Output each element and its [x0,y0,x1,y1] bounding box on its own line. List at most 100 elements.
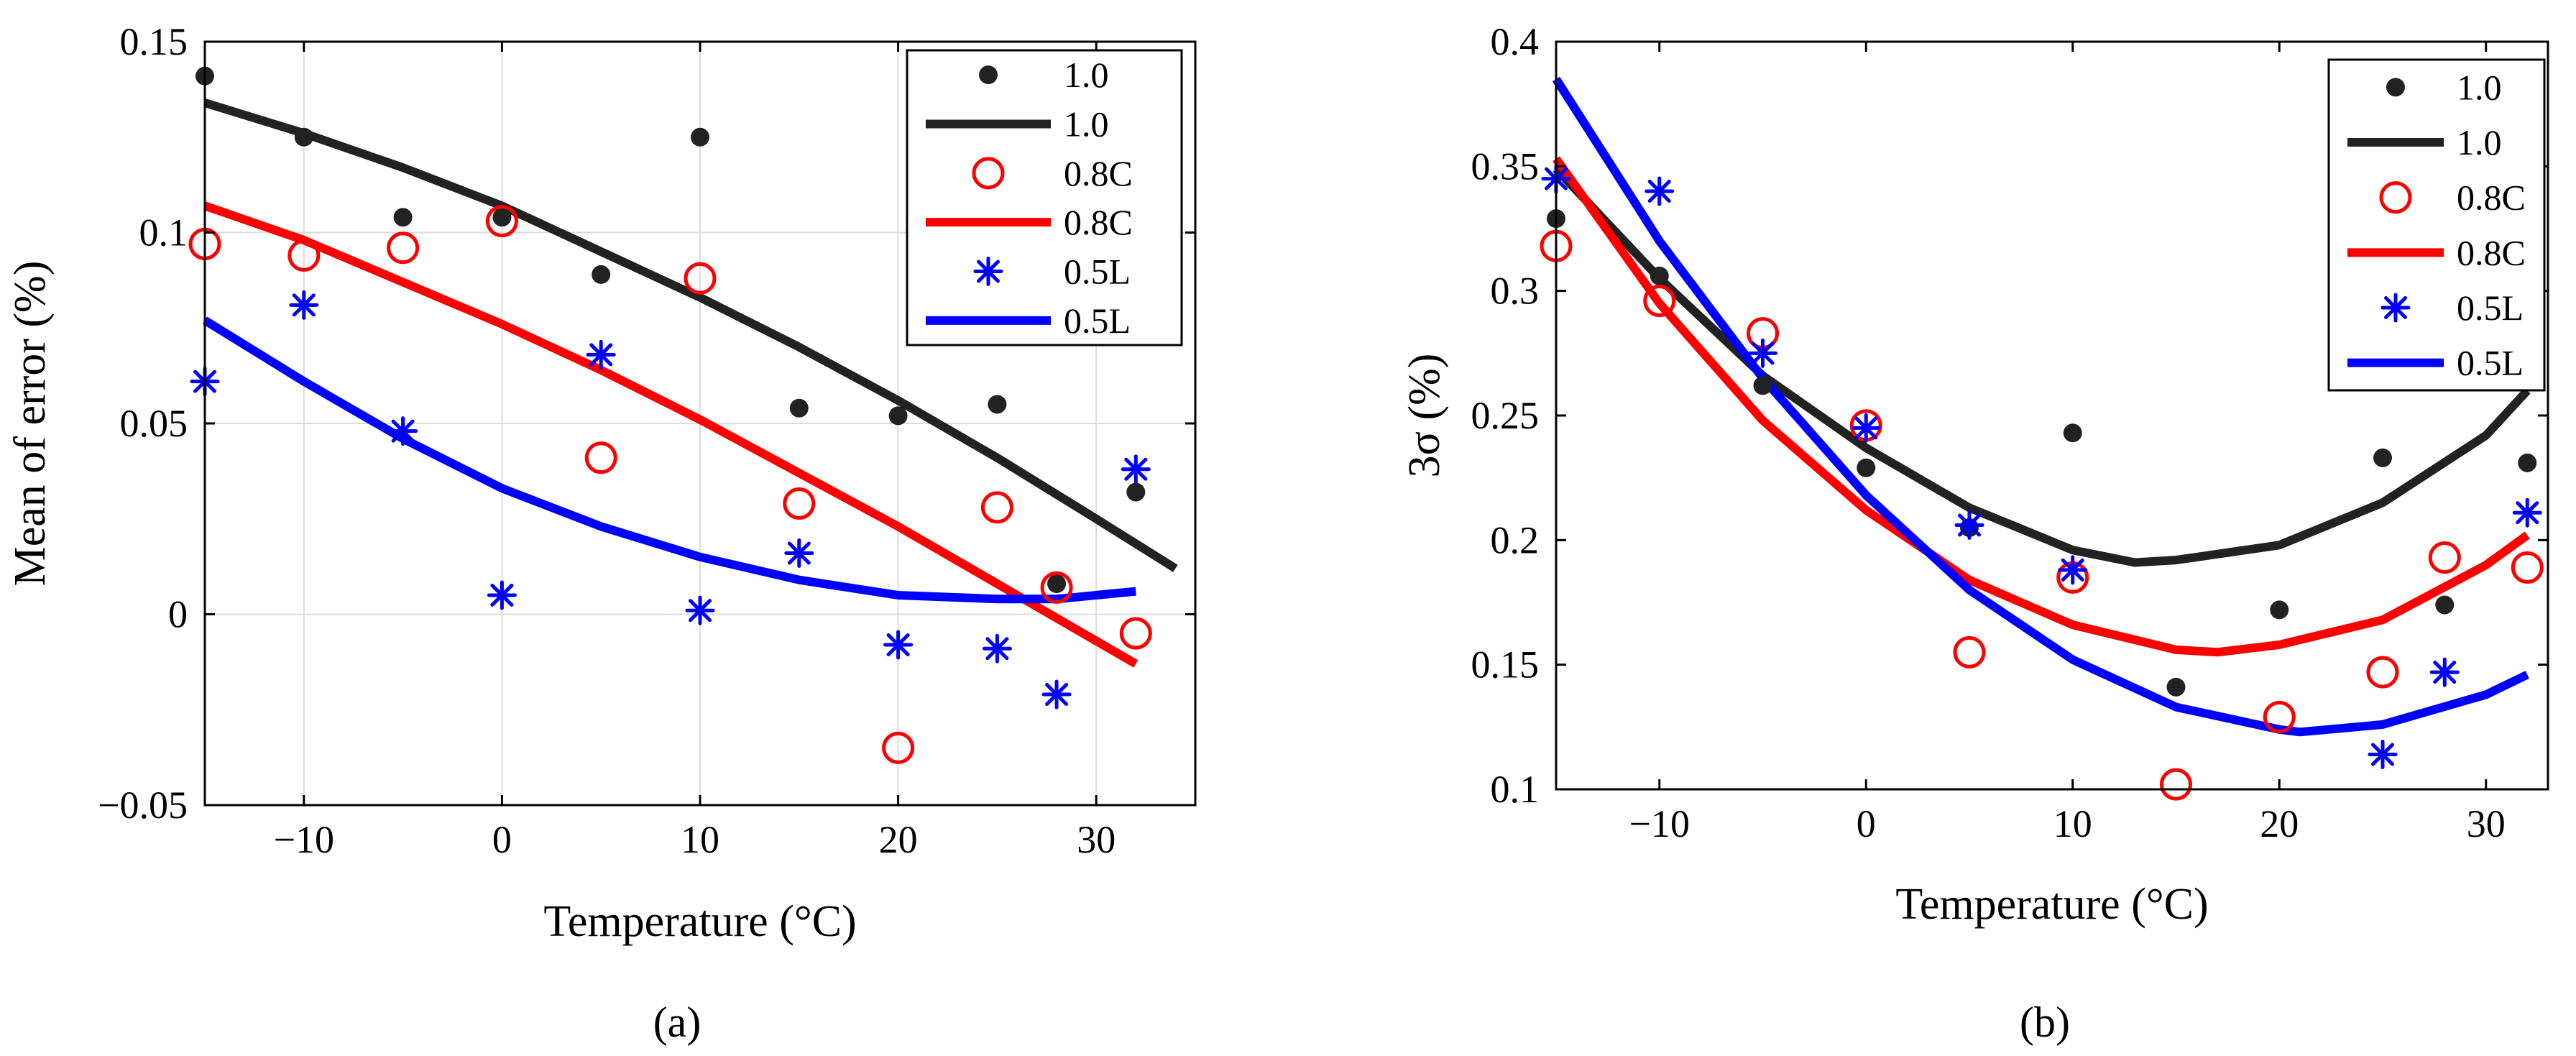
data-point-a-1-5 [684,262,717,295]
legend-marker-a-2 [972,157,1005,190]
legend-label-b-1: 1.0 [2457,122,2502,162]
x-tick-label: 30 [2467,802,2506,845]
data-point-b-2-5 [2058,555,2088,585]
legend-label-a-3: 0.8C [1064,202,1133,242]
legend-b: 1.0 1.0 0.8C 0.8C 0.5L 0.5L [2327,58,2546,392]
data-point-b-0-6 [2166,677,2186,697]
data-point-b-1-7 [2263,700,2296,733]
data-point-b-2-2 [1748,338,1777,368]
data-point-a-2-4 [586,339,616,369]
legend-a: 1.0 1.0 0.8C 0.8C 0.5L 0.5L [906,49,1183,346]
y-tick-label: 0.15 [1471,643,1540,687]
y-tick-label: 0.3 [1491,270,1540,313]
data-point-b-2-6 [2368,739,2398,769]
legend-marker-b-4 [2380,293,2411,323]
y-tick-label: 0.2 [1491,518,1540,561]
panel-label-a: (a) [653,998,702,1046]
data-point-b-1-4 [1953,635,1986,669]
legend-label-b-0: 1.0 [2457,67,2502,107]
data-point-a-1-4 [584,441,617,474]
data-point-a-0-6 [789,398,809,418]
fit-line-b-2 [1552,76,2529,737]
y-axis-label-b: 3σ (%) [1400,354,1449,478]
data-point-a-2-1 [289,290,319,320]
data-point-b-2-7 [2429,657,2460,687]
fit-line-a-0 [203,98,1178,572]
data-point-b-2-8 [2512,497,2542,528]
data-point-b-0-7 [2270,600,2289,620]
data-point-a-1-9 [1040,571,1073,604]
y-axis-label-a: Mean of error (%) [6,261,55,587]
data-point-b-2-4 [1954,510,1984,541]
fit-line-b-1 [1552,156,2530,657]
x-axis-label-a: Temperature (°C) [543,897,856,946]
data-point-b-0-2 [1753,376,1772,395]
y-tick-label: 0.1 [139,211,188,254]
y-tick-label: 0.1 [1491,768,1540,811]
x-tick-label: 30 [1077,818,1116,861]
legend-label-a-0: 1.0 [1064,55,1109,95]
data-point-a-1-10 [1119,617,1152,650]
data-point-a-0-9 [1047,574,1067,594]
data-point-a-0-7 [888,406,908,426]
x-tick-label: 10 [681,818,719,861]
data-point-a-0-2 [393,208,413,227]
data-point-b-1-8 [2366,656,2399,689]
y-tick-label: −0.05 [98,784,188,827]
data-point-a-2-9 [1041,679,1072,710]
data-point-a-2-6 [784,538,814,569]
x-axis-label-b: Temperature (°C) [1895,880,2208,929]
data-point-a-0-4 [592,265,611,284]
legend-label-b-2: 0.8C [2457,178,2526,218]
data-point-b-0-1 [1650,266,1669,285]
y-tick-label: 0.15 [120,20,188,63]
data-point-b-1-1 [1643,285,1676,318]
legend-marker-a-0 [979,65,998,85]
x-tick-label: 20 [879,818,918,861]
data-point-a-1-1 [288,239,321,272]
data-point-b-0-3 [1857,458,1876,477]
data-point-b-1-6 [2160,768,2192,801]
legend-label-b-4: 0.5L [2457,288,2524,328]
legend-marker-a-4 [973,257,1003,286]
data-point-a-0-1 [294,127,313,147]
data-point-a-2-3 [487,580,517,610]
fit-line-a-2 [202,316,1136,604]
legend-label-a-2: 0.8C [1064,153,1133,193]
data-point-a-2-2 [388,416,418,446]
y-tick-label: 0 [168,593,188,636]
data-point-a-1-3 [485,205,518,238]
data-point-a-0-10 [1126,482,1146,502]
legend-marker-b-2 [2379,181,2412,214]
data-point-b-0-9 [2435,595,2455,615]
x-tick-label: 0 [492,818,512,861]
data-point-b-0-10 [2518,453,2537,472]
data-point-a-1-8 [980,491,1013,524]
data-point-a-0-5 [691,127,709,147]
x-tick-label: −10 [1629,802,1690,845]
y-tick-label: 0.4 [1491,20,1540,63]
data-point-b-0-5 [2063,423,2082,443]
data-point-a-2-8 [982,633,1012,664]
y-tick-label: 0.35 [1471,144,1540,188]
legend-label-a-5: 0.5L [1064,300,1131,341]
legend-marker-b-0 [2386,78,2405,97]
data-point-b-1-10 [2511,551,2544,584]
y-tick-label: 0.25 [1471,394,1540,437]
x-tick-label: −10 [274,818,334,861]
data-point-a-2-7 [883,630,914,660]
data-point-a-0-3 [492,208,512,227]
data-point-b-0-8 [2373,448,2392,467]
chart-b: −10 0 10 20 30 0.1 0.15 0.2 0.25 0.3 0.35 0.4 Temper… [1400,20,2549,929]
panel-label-b: (b) [2020,998,2070,1046]
data-point-a-2-10 [1121,454,1151,485]
data-point-a-0-8 [988,395,1007,414]
legend-label-a-4: 0.5L [1064,252,1131,292]
x-tick-label: 10 [2053,802,2092,845]
data-point-b-2-3 [1851,413,1881,443]
x-tick-label: 20 [2260,802,2299,845]
legend-label-b-3: 0.8C [2457,232,2526,272]
data-point-a-1-7 [882,731,915,764]
data-point-b-2-1 [1644,176,1675,206]
